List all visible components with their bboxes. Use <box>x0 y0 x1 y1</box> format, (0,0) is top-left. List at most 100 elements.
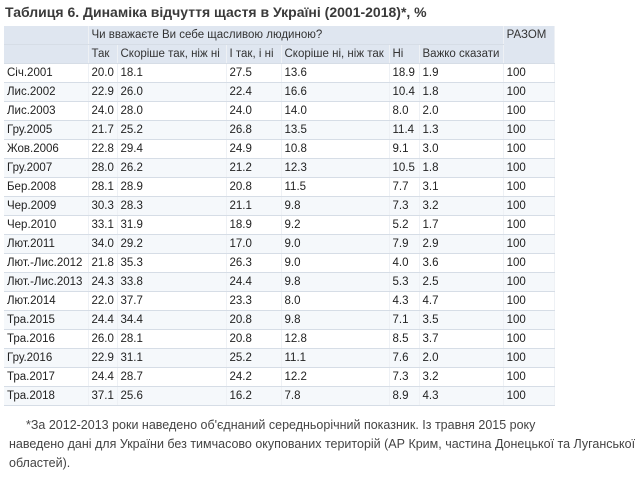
value-cell: 26.8 <box>226 120 282 140</box>
value-cell: 37.1 <box>88 386 118 406</box>
table-row: Жов.2006 22.8 29.4 24.9 10.8 9.1 3.0 100 <box>4 139 555 159</box>
period-cell: Лют.2014 <box>4 291 89 311</box>
value-cell: 9.0 <box>281 234 390 254</box>
total-cell: 100 <box>503 234 555 254</box>
total-cell: 100 <box>503 196 555 216</box>
column-header: Скоріше ні, ніж так <box>281 44 390 64</box>
table-row: Лют.-Лис.2013 24.3 33.8 24.4 9.8 5.3 2.5 100 <box>4 272 555 292</box>
period-cell: Гру.2007 <box>4 158 89 178</box>
total-cell: 100 <box>503 177 555 197</box>
value-cell: 28.0 <box>88 158 118 178</box>
period-cell: Гру.2016 <box>4 348 89 368</box>
value-cell: 21.2 <box>226 158 282 178</box>
value-cell: 9.2 <box>281 215 390 235</box>
value-cell: 7.7 <box>389 177 420 197</box>
value-cell: 10.4 <box>389 82 420 102</box>
value-cell: 12.2 <box>281 367 390 387</box>
value-cell: 24.4 <box>226 272 282 292</box>
value-cell: 12.8 <box>281 329 390 349</box>
table-row: Гру.2005 21.7 25.2 26.8 13.5 11.4 1.3 100 <box>4 120 555 140</box>
happiness-table: Чи вважаєте Ви себе щасливою людиною? РА… <box>4 26 555 406</box>
value-cell: 13.5 <box>281 120 390 140</box>
value-cell: 16.6 <box>281 82 390 102</box>
value-cell: 37.7 <box>117 291 227 311</box>
table-row: Лют.2014 22.0 37.7 23.3 8.0 4.3 4.7 100 <box>4 291 555 311</box>
value-cell: 24.4 <box>88 367 118 387</box>
period-cell: Лют.-Лис.2012 <box>4 253 89 273</box>
table-row: Тра.2015 24.4 34.4 20.8 9.8 7.1 3.5 100 <box>4 310 555 330</box>
total-cell: 100 <box>503 329 555 349</box>
value-cell: 27.5 <box>226 63 282 83</box>
value-cell: 31.9 <box>117 215 227 235</box>
value-cell: 18.9 <box>226 215 282 235</box>
value-cell: 28.0 <box>117 101 227 121</box>
value-cell: 34.4 <box>117 310 227 330</box>
value-cell: 1.8 <box>419 82 504 102</box>
value-cell: 10.8 <box>281 139 390 159</box>
value-cell: 22.8 <box>88 139 118 159</box>
value-cell: 28.9 <box>117 177 227 197</box>
value-cell: 24.0 <box>88 101 118 121</box>
period-cell: Бер.2008 <box>4 177 89 197</box>
period-cell: Тра.2015 <box>4 310 89 330</box>
value-cell: 30.3 <box>88 196 118 216</box>
total-cell: 100 <box>503 139 555 159</box>
table-title: Таблиця 6. Динаміка відчуття щастя в Укр… <box>5 4 427 20</box>
value-cell: 9.8 <box>281 272 390 292</box>
value-cell: 7.6 <box>389 348 420 368</box>
value-cell: 12.3 <box>281 158 390 178</box>
value-cell: 8.0 <box>281 291 390 311</box>
period-cell: Жов.2006 <box>4 139 89 159</box>
value-cell: 21.1 <box>226 196 282 216</box>
value-cell: 1.9 <box>419 63 504 83</box>
column-header: Ні <box>389 44 420 64</box>
header-row-columns: Так Скоріше так, ніж ні І так, і ні Скоріше… <box>4 44 554 64</box>
value-cell: 21.8 <box>88 253 118 273</box>
value-cell: 7.8 <box>281 386 390 406</box>
value-cell: 24.2 <box>226 367 282 387</box>
period-cell: Січ.2001 <box>4 63 89 83</box>
value-cell: 3.0 <box>419 139 504 159</box>
table-row: Січ.2001 20.0 18.1 27.5 13.6 18.9 1.9 100 <box>4 63 555 83</box>
footnote: *За 2012-2013 роки наведено об'єднаний с… <box>9 416 638 473</box>
value-cell: 2.0 <box>419 101 504 121</box>
value-cell: 28.7 <box>117 367 227 387</box>
value-cell: 17.0 <box>226 234 282 254</box>
total-cell: 100 <box>503 386 555 406</box>
value-cell: 22.9 <box>88 82 118 102</box>
table-row: Лис.2003 24.0 28.0 24.0 14.0 8.0 2.0 100 <box>4 101 555 121</box>
total-cell: 100 <box>503 120 555 140</box>
value-cell: 9.8 <box>281 310 390 330</box>
value-cell: 23.3 <box>226 291 282 311</box>
column-header: Важко сказати <box>419 44 504 64</box>
value-cell: 18.9 <box>389 63 420 83</box>
value-cell: 3.2 <box>419 367 504 387</box>
header-row-question: Чи вважаєте Ви себе щасливою людиною? РА… <box>4 26 555 64</box>
total-cell: 100 <box>503 348 555 368</box>
value-cell: 7.1 <box>389 310 420 330</box>
value-cell: 3.2 <box>419 196 504 216</box>
value-cell: 20.8 <box>226 177 282 197</box>
value-cell: 9.1 <box>389 139 420 159</box>
column-header: Так <box>88 44 118 64</box>
table-row: Чер.2009 30.3 28.3 21.1 9.8 7.3 3.2 100 <box>4 196 555 216</box>
footnote-line-2: наведено дані для України без тимчасово … <box>9 437 636 470</box>
value-cell: 24.3 <box>88 272 118 292</box>
value-cell: 14.0 <box>281 101 390 121</box>
column-header: І так, і ні <box>226 44 282 64</box>
footnote-line-1: *За 2012-2013 роки наведено об'єднаний с… <box>26 418 536 432</box>
value-cell: 34.0 <box>88 234 118 254</box>
value-cell: 28.1 <box>117 329 227 349</box>
table-row: Тра.2016 26.0 28.1 20.8 12.8 8.5 3.7 100 <box>4 329 555 349</box>
value-cell: 20.8 <box>226 329 282 349</box>
table-row: Гру.2007 28.0 26.2 21.2 12.3 10.5 1.8 100 <box>4 158 555 178</box>
table-row: Лют.-Лис.2012 21.8 35.3 26.3 9.0 4.0 3.6 100 <box>4 253 555 273</box>
value-cell: 21.7 <box>88 120 118 140</box>
value-cell: 4.0 <box>389 253 420 273</box>
table-row: Лют.2011 34.0 29.2 17.0 9.0 7.9 2.9 100 <box>4 234 555 254</box>
value-cell: 24.4 <box>88 310 118 330</box>
period-cell: Чер.2009 <box>4 196 89 216</box>
value-cell: 3.1 <box>419 177 504 197</box>
total-cell: 100 <box>503 215 555 235</box>
value-cell: 5.2 <box>389 215 420 235</box>
